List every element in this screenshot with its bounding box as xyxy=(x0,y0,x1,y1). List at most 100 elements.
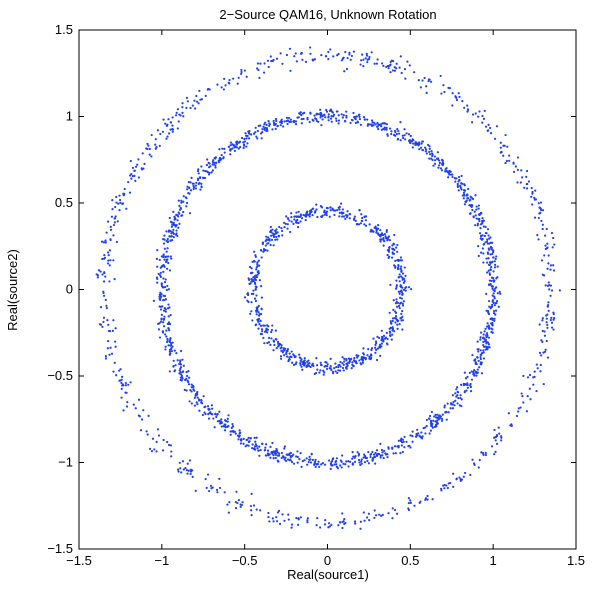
scatter-point xyxy=(248,265,252,269)
scatter-point xyxy=(492,309,496,313)
scatter-point xyxy=(490,306,493,309)
scatter-point xyxy=(227,145,231,149)
scatter-point xyxy=(486,334,489,337)
scatter-point xyxy=(356,451,359,454)
scatter-point xyxy=(124,381,127,385)
scatter-point xyxy=(317,120,320,123)
scatter-point xyxy=(111,329,114,332)
scatter-point xyxy=(156,249,159,252)
scatter-point xyxy=(378,336,381,340)
scatter-point xyxy=(475,217,478,220)
scatter-point xyxy=(288,356,291,359)
scatter-point xyxy=(170,235,173,238)
scatter-point xyxy=(341,116,344,119)
scatter-point xyxy=(546,356,550,359)
scatter-point xyxy=(272,450,275,453)
scatter-point xyxy=(256,447,259,450)
scatter-point xyxy=(391,69,394,72)
scatter-point xyxy=(488,327,491,330)
scatter-point xyxy=(461,182,464,185)
scatter-point xyxy=(256,270,259,274)
scatter-point xyxy=(448,173,451,176)
scatter-point xyxy=(550,316,553,319)
scatter-point xyxy=(169,313,172,317)
scatter-point xyxy=(146,142,149,145)
scatter-point xyxy=(488,272,491,275)
scatter-point xyxy=(306,463,309,466)
scatter-point xyxy=(256,273,259,276)
scatter-point xyxy=(296,523,300,526)
scatter-point xyxy=(526,394,529,398)
scatter-point xyxy=(493,317,496,320)
scatter-point xyxy=(259,509,262,512)
scatter-point xyxy=(353,215,357,218)
scatter-point xyxy=(188,212,192,215)
scatter-point xyxy=(333,367,336,370)
scatter-point xyxy=(398,66,401,69)
ring-series-2 xyxy=(152,108,502,471)
scatter-point xyxy=(228,78,231,82)
scatter-point xyxy=(370,348,373,352)
scatter-point xyxy=(368,357,371,360)
scatter-point xyxy=(413,504,416,507)
scatter-point xyxy=(540,354,543,357)
scatter-point xyxy=(424,498,427,501)
scatter-point xyxy=(389,321,393,325)
scatter-point xyxy=(150,155,153,158)
scatter-point xyxy=(373,62,376,65)
scatter-point xyxy=(387,256,390,259)
scatter-point xyxy=(417,79,420,82)
scatter-point xyxy=(389,320,392,323)
scatter-point xyxy=(276,459,279,462)
scatter-point xyxy=(487,234,490,237)
scatter-point xyxy=(184,466,187,470)
scatter-point xyxy=(451,175,454,179)
scatter-point xyxy=(403,435,406,438)
scatter-point xyxy=(102,316,106,319)
scatter-point xyxy=(329,462,333,465)
scatter-point xyxy=(126,401,129,404)
scatter-point xyxy=(281,62,284,65)
scatter-point xyxy=(236,501,239,505)
scatter-point xyxy=(213,426,216,429)
scatter-point xyxy=(345,359,348,362)
scatter-point xyxy=(194,394,197,397)
scatter-point xyxy=(380,125,383,128)
scatter-point xyxy=(257,449,260,452)
scatter-point xyxy=(451,92,454,95)
scatter-point xyxy=(386,456,389,459)
scatter-point xyxy=(430,80,433,83)
scatter-point xyxy=(377,224,380,227)
scatter-point xyxy=(373,516,376,519)
scatter-point xyxy=(351,462,354,465)
scatter-point xyxy=(102,290,105,293)
scatter-point xyxy=(181,460,185,463)
scatter-point xyxy=(167,327,170,330)
scatter-point xyxy=(297,215,300,218)
scatter-point xyxy=(483,330,486,333)
scatter-point xyxy=(260,285,263,288)
scatter-point xyxy=(210,487,213,490)
scatter-point xyxy=(510,424,513,427)
scatter-point xyxy=(285,116,289,119)
scatter-point xyxy=(255,313,258,316)
scatter-point xyxy=(358,117,362,121)
scatter-point xyxy=(553,243,556,246)
scatter-point xyxy=(440,487,443,490)
scatter-point xyxy=(299,452,302,455)
scatter-point xyxy=(322,373,325,376)
scatter-point xyxy=(107,339,110,343)
scatter-point xyxy=(531,203,534,206)
scatter-point xyxy=(493,260,496,263)
scatter-point xyxy=(325,361,328,364)
scatter-point xyxy=(238,429,241,432)
scatter-point xyxy=(248,130,251,133)
scatter-point xyxy=(530,195,533,198)
scatter-point xyxy=(260,332,263,336)
scatter-point xyxy=(147,414,150,417)
scatter-point xyxy=(360,460,363,463)
scatter-point xyxy=(311,59,314,62)
scatter-point xyxy=(167,118,170,121)
scatter-point xyxy=(458,476,461,479)
